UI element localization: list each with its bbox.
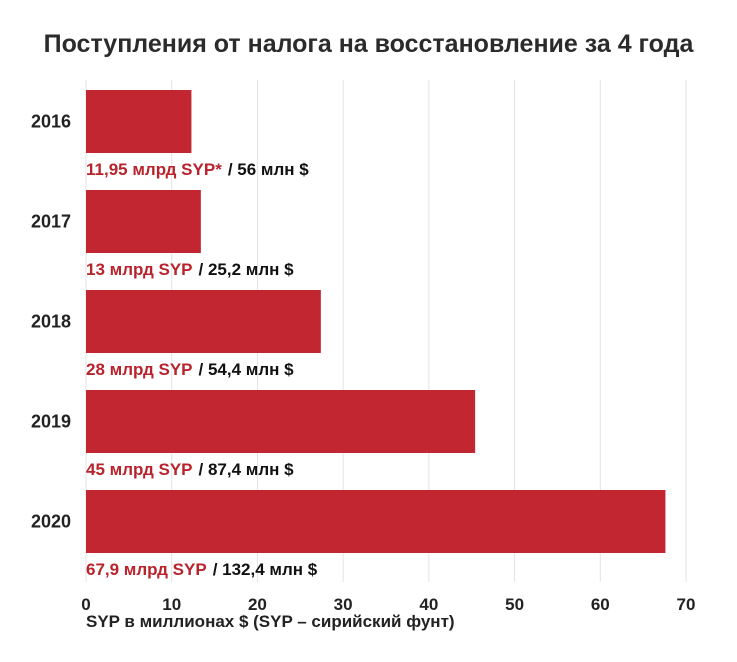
x-tick-label-20: 20	[248, 595, 267, 614]
data-label-2017: 13 млрд SYP / 25,2 млн $	[86, 260, 294, 279]
bar-2019	[86, 390, 476, 453]
x-tick-label-10: 10	[162, 595, 181, 614]
bar-2020	[86, 490, 666, 553]
x-tick-label-40: 40	[419, 595, 438, 614]
category-label-2018: 2018	[31, 312, 71, 332]
bars	[86, 90, 666, 553]
data-label-syp-2020: 67,9 млрд SYP	[86, 560, 207, 579]
category-label-2016: 2016	[31, 112, 71, 132]
x-axis-title: SYP в миллионах $ (SYP – сирийский фунт)	[86, 612, 455, 631]
x-tick-labels: 0 10 20 30 40 50 60 70	[81, 595, 695, 614]
bar-2016	[86, 90, 192, 153]
data-label-usd-2018: / 54,4 млн $	[199, 360, 295, 379]
data-label-syp-2016: 11,95 млрд SYP*	[86, 160, 222, 179]
x-tick-label-0: 0	[81, 595, 90, 614]
chart-title: Поступления от налога на восстановление …	[43, 30, 694, 58]
category-label-2020: 2020	[31, 512, 71, 532]
category-label-2017: 2017	[31, 212, 71, 232]
data-label-usd-2016: / 56 млн $	[228, 160, 309, 179]
data-label-syp-2018: 28 млрд SYP	[86, 360, 193, 379]
data-label-2020: 67,9 млрд SYP / 132,4 млн $	[86, 560, 318, 579]
data-label-2019: 45 млрд SYP / 87,4 млн $	[86, 460, 294, 479]
x-tick-label-70: 70	[677, 595, 696, 614]
data-label-2018: 28 млрд SYP / 54,4 млн $	[86, 360, 294, 379]
category-labels: 2016 2017 2018 2019 2020	[31, 112, 71, 532]
data-label-usd-2019: / 87,4 млн $	[199, 460, 295, 479]
data-label-2016: 11,95 млрд SYP* / 56 млн $	[86, 160, 309, 179]
data-label-syp-2019: 45 млрд SYP	[86, 460, 193, 479]
data-label-usd-2017: / 25,2 млн $	[199, 260, 295, 279]
x-tick-label-30: 30	[334, 595, 353, 614]
category-label-2019: 2019	[31, 412, 71, 432]
x-tick-label-60: 60	[591, 595, 610, 614]
bar-2018	[86, 290, 321, 353]
data-label-usd-2020: / 132,4 млн $	[213, 560, 318, 579]
bar-2017	[86, 190, 201, 253]
data-labels: 11,95 млрд SYP* / 56 млн $ 13 млрд SYP / 25…	[86, 160, 318, 579]
x-tick-label-50: 50	[505, 595, 524, 614]
data-label-syp-2017: 13 млрд SYP	[86, 260, 193, 279]
